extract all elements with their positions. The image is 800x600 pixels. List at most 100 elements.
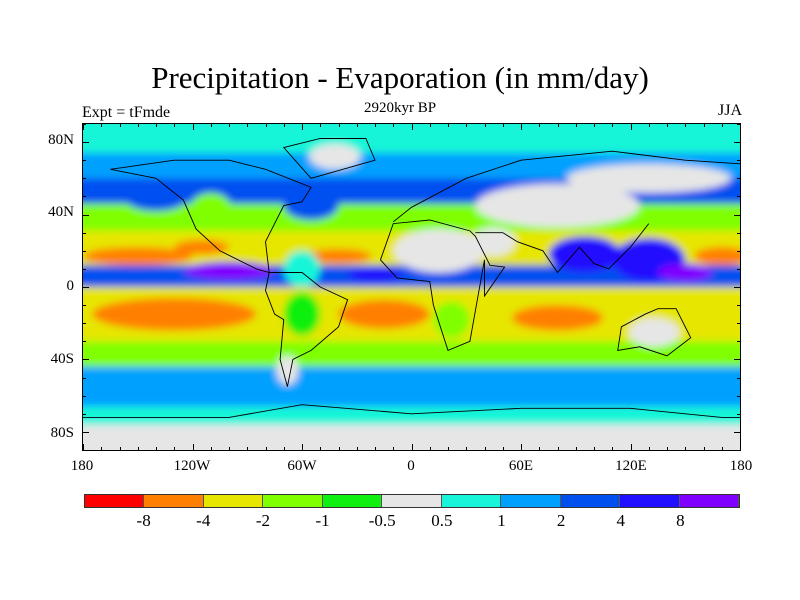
colorbar-label: 8 <box>676 511 685 530</box>
lon-label-0: 0 <box>407 458 415 474</box>
lon-label-60w: 60W <box>287 458 317 474</box>
lon-tick <box>174 124 176 127</box>
lon-tick <box>740 124 741 130</box>
lon-tick <box>539 447 541 450</box>
lon-tick <box>630 444 632 450</box>
colorbar-box <box>263 495 323 507</box>
lon-tick <box>667 447 668 450</box>
lat-tick <box>83 232 86 234</box>
lon-tick <box>137 447 139 450</box>
lon-tick <box>466 124 468 127</box>
lon-tick <box>119 124 121 127</box>
lat-tick <box>83 196 86 198</box>
lon-tick <box>448 124 449 127</box>
lon-label-180w: 180 <box>70 458 94 474</box>
lon-tick <box>594 124 595 127</box>
lon-tick <box>411 444 413 450</box>
lon-tick <box>174 447 176 450</box>
lon-label-180e: 180 <box>729 458 753 474</box>
lat-tick <box>734 359 740 361</box>
lon-label-60e: 60E <box>508 458 534 474</box>
lat-tick <box>737 450 740 451</box>
lon-tick <box>575 447 577 450</box>
lon-label-120w: 120W <box>173 458 211 474</box>
lat-label-80s: 80S <box>50 425 74 441</box>
lat-tick <box>83 377 86 379</box>
lon-tick <box>448 447 449 450</box>
lon-tick <box>466 447 468 450</box>
lon-tick <box>521 444 522 450</box>
lon-tick <box>229 124 230 127</box>
lon-tick <box>575 124 577 127</box>
lon-tick <box>557 447 559 450</box>
lon-tick <box>703 124 705 127</box>
lat-tick <box>83 305 86 307</box>
colorbar-box <box>679 495 739 507</box>
lon-tick <box>101 447 103 450</box>
lon-tick <box>156 447 157 450</box>
lat-tick <box>83 395 86 397</box>
lat-tick <box>83 341 86 343</box>
lat-tick <box>83 250 86 252</box>
lon-tick <box>557 124 559 127</box>
lon-tick <box>484 124 486 127</box>
lat-tick <box>737 268 740 270</box>
lon-tick <box>302 444 303 450</box>
colorbar-box <box>560 495 621 507</box>
lon-tick <box>484 447 486 450</box>
lat-tick <box>734 142 740 144</box>
lon-tick <box>612 447 614 450</box>
map-fill <box>83 124 740 450</box>
lon-tick <box>283 124 285 127</box>
lon-tick <box>539 124 541 127</box>
colorbar-box <box>382 495 442 507</box>
lat-tick <box>83 142 89 144</box>
colorbar-label: -0.5 <box>368 511 396 530</box>
lat-tick <box>737 305 740 307</box>
lat-tick <box>737 124 740 125</box>
colorbar-label: 4 <box>616 511 625 530</box>
lat-label-40n: 40N <box>48 204 74 220</box>
lon-tick <box>137 124 139 127</box>
lon-tick <box>320 124 322 127</box>
lon-tick <box>393 124 395 127</box>
colorbar-label: 1 <box>497 511 506 530</box>
colorbar-box <box>322 495 383 507</box>
lon-tick <box>630 124 632 130</box>
colorbar-label: -4 <box>196 511 211 530</box>
lon-tick <box>229 447 230 450</box>
lat-tick <box>734 431 740 433</box>
lat-tick <box>737 250 740 252</box>
lon-tick <box>320 447 322 450</box>
lon-tick <box>721 447 723 450</box>
world-map <box>82 123 741 451</box>
lat-tick <box>83 287 89 288</box>
lon-tick <box>721 124 723 127</box>
lon-tick <box>192 124 194 130</box>
lon-tick <box>156 124 157 127</box>
lon-tick <box>356 447 358 450</box>
time-label: 2920kyr BP <box>363 100 437 116</box>
colorbar-box <box>441 495 502 507</box>
lat-label-80n: 80N <box>48 132 74 148</box>
lat-tick <box>737 341 740 343</box>
lon-tick <box>283 447 285 450</box>
lon-tick <box>502 447 504 450</box>
lon-tick <box>356 124 358 127</box>
colorbar-label: -1 <box>315 511 330 530</box>
lat-tick <box>83 413 86 415</box>
lat-tick <box>734 214 740 216</box>
lon-tick <box>429 447 431 450</box>
lon-tick <box>247 124 249 127</box>
lon-tick <box>429 124 431 127</box>
lon-tick <box>101 124 103 127</box>
lon-label-120e: 120E <box>615 458 647 474</box>
lon-tick <box>302 124 303 130</box>
colorbar-box <box>203 495 264 507</box>
lon-tick <box>119 447 121 450</box>
lon-tick <box>83 444 84 450</box>
lat-tick <box>83 178 86 180</box>
colorbar-box <box>144 495 204 507</box>
lon-tick <box>375 124 376 127</box>
lon-tick <box>375 447 376 450</box>
